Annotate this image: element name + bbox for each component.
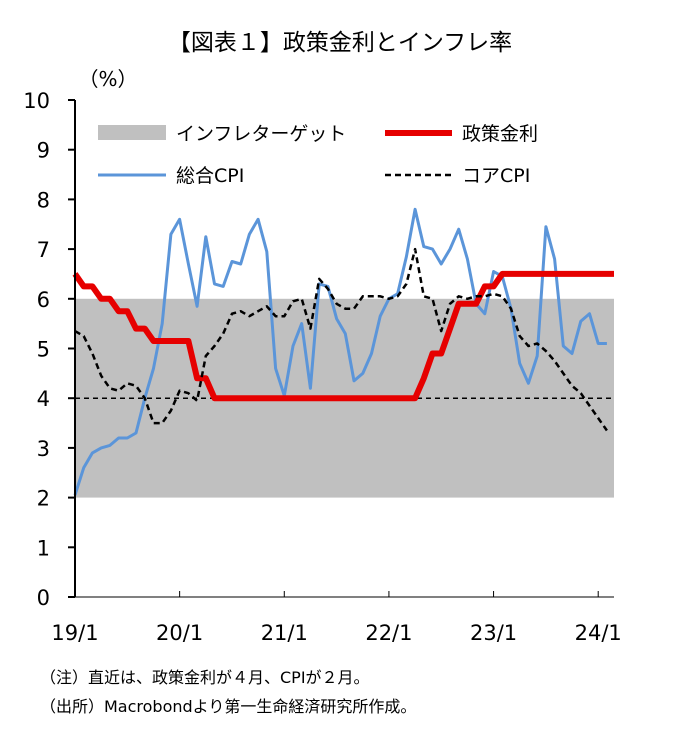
y-tick-label: 0 xyxy=(37,586,50,610)
y-tick-label: 10 xyxy=(23,89,50,113)
x-tick-label: 23/1 xyxy=(470,621,517,645)
footnote-note: （注）直近は、政策金利が４月、CPIが２月。 xyxy=(40,668,370,687)
series-layer xyxy=(72,207,614,496)
y-tick-label: 3 xyxy=(37,437,50,461)
legend-label-headline-cpi: 総合CPI xyxy=(176,165,244,187)
x-tick-label: 24/1 xyxy=(575,621,622,645)
x-tick-label: 19/1 xyxy=(51,621,98,645)
y-tick-label: 1 xyxy=(37,536,50,560)
y-ticks: 0 1 2 3 4 5 6 7 8 9 10 xyxy=(23,89,75,610)
y-axis-unit-label: （%） xyxy=(78,67,137,91)
series-line-headline-cpi xyxy=(73,207,607,496)
legend-label-core-cpi: コアCPI xyxy=(462,165,530,187)
y-tick-label: 6 xyxy=(37,288,50,312)
footnote-source: （出所）Macrobondより第一生命経済研究所作成。 xyxy=(40,697,416,716)
x-tick-label: 22/1 xyxy=(365,621,412,645)
legend-label-target-band: インフレターゲット xyxy=(176,123,346,145)
y-tick-label: 8 xyxy=(37,188,50,212)
series-line-policy-rate xyxy=(72,270,614,402)
x-tick-label: 21/1 xyxy=(261,621,308,645)
chart-title: 【図表１】政策金利とインフレ率 xyxy=(168,30,512,56)
series-line-core-cpi xyxy=(74,247,608,432)
x-ticks: 19/1 20/1 21/1 22/1 23/1 24/1 xyxy=(51,591,622,645)
y-tick-label: 4 xyxy=(37,387,50,411)
y-tick-label: 9 xyxy=(37,139,50,163)
legend: インフレターゲット 政策金利 総合CPI コアCPI xyxy=(98,123,538,187)
y-tick-label: 5 xyxy=(37,338,50,362)
y-tick-label: 7 xyxy=(37,238,50,262)
legend-swatch-target-band xyxy=(98,125,166,140)
legend-label-policy-rate: 政策金利 xyxy=(462,123,538,145)
y-tick-label: 2 xyxy=(37,487,50,511)
x-tick-label: 20/1 xyxy=(156,621,203,645)
